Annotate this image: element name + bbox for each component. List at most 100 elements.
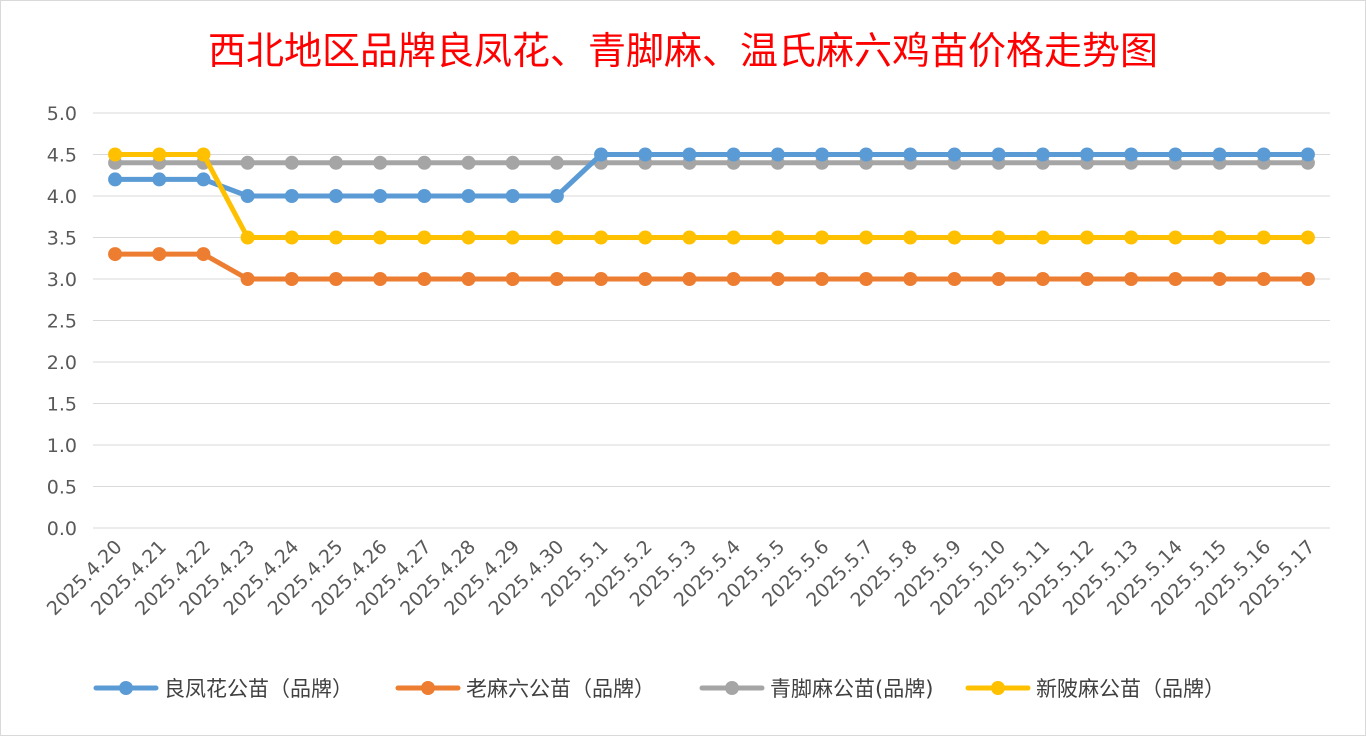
- data-point: [594, 272, 609, 286]
- legend-label: 老麻六公苗（品牌）: [466, 677, 655, 701]
- y-tick-label: 1.5: [47, 394, 77, 416]
- data-point: [903, 147, 918, 162]
- legend-label: 新陂麻公苗（品牌）: [1036, 677, 1225, 701]
- data-point: [1212, 230, 1227, 245]
- data-point: [1256, 147, 1271, 162]
- data-point: [726, 230, 741, 245]
- data-point: [770, 147, 785, 162]
- data-point: [505, 272, 520, 286]
- data-point: [152, 247, 167, 262]
- data-point: [1212, 147, 1227, 162]
- series-line: [112, 152, 1311, 240]
- legend-swatch-marker: [991, 681, 1005, 695]
- legend-item: 老麻六公苗（品牌）: [395, 677, 655, 701]
- data-point: [1168, 272, 1183, 286]
- data-point: [284, 189, 299, 203]
- legend-item: 良凤花公苗（品牌）: [93, 677, 353, 701]
- data-point: [903, 272, 918, 286]
- y-tick-label: 0.0: [47, 518, 77, 540]
- data-point: [505, 155, 520, 170]
- y-tick-label: 0.5: [47, 477, 77, 499]
- data-point: [240, 230, 255, 245]
- series-lines: [108, 147, 1315, 286]
- data-point: [461, 272, 476, 286]
- data-point: [682, 272, 697, 286]
- data-point: [991, 272, 1006, 286]
- data-point: [152, 172, 167, 187]
- legend: 良凤花公苗（品牌） 老麻六公苗（品牌） 青脚麻公苗(品牌) 新陂麻公苗（品牌）: [93, 677, 1225, 701]
- data-point: [594, 147, 609, 162]
- legend-label: 良凤花公苗（品牌）: [164, 677, 353, 701]
- data-point: [373, 189, 388, 203]
- data-point: [461, 230, 476, 245]
- data-point: [328, 230, 343, 245]
- data-point: [1212, 272, 1227, 286]
- data-point: [549, 272, 564, 286]
- data-point: [108, 247, 123, 262]
- data-point: [373, 155, 388, 170]
- y-tick-label: 1.0: [47, 435, 77, 457]
- data-point: [1124, 147, 1139, 162]
- y-tick-label: 5.0: [47, 103, 77, 125]
- data-point: [814, 147, 829, 162]
- data-point: [549, 230, 564, 245]
- data-point: [903, 230, 918, 245]
- data-point: [373, 272, 388, 286]
- y-tick-label: 4.5: [47, 145, 77, 167]
- data-point: [947, 230, 962, 245]
- y-tick-label: 3.5: [47, 228, 77, 250]
- legend-item: 青脚麻公苗(品牌): [699, 677, 933, 701]
- legend-swatch-marker: [421, 681, 435, 695]
- data-point: [284, 272, 299, 286]
- series-0: [108, 147, 1315, 203]
- data-point: [1080, 272, 1095, 286]
- y-tick-label: 3.0: [47, 269, 77, 291]
- data-point: [638, 272, 653, 286]
- legend-swatch-marker: [725, 681, 739, 695]
- data-point: [770, 230, 785, 245]
- data-point: [461, 189, 476, 203]
- data-point: [594, 230, 609, 245]
- data-point: [240, 272, 255, 286]
- data-point: [991, 230, 1006, 245]
- legend-item: 新陂麻公苗（品牌）: [965, 677, 1225, 701]
- legend-swatch-marker: [119, 681, 133, 695]
- legend-label: 青脚麻公苗(品牌): [770, 677, 933, 701]
- data-point: [814, 272, 829, 286]
- y-tick-label: 4.0: [47, 186, 77, 208]
- data-point: [770, 272, 785, 286]
- data-point: [682, 147, 697, 162]
- series-line: [112, 152, 1311, 199]
- data-point: [549, 155, 564, 170]
- data-point: [152, 147, 167, 162]
- data-point: [726, 272, 741, 286]
- data-point: [417, 272, 432, 286]
- data-point: [859, 147, 874, 162]
- data-point: [991, 147, 1006, 162]
- data-point: [196, 172, 211, 187]
- data-point: [1168, 230, 1183, 245]
- data-point: [814, 230, 829, 245]
- data-point: [1035, 147, 1050, 162]
- chart-title: 西北地区品牌良凤花、青脚麻、温氏麻六鸡苗价格走势图: [208, 29, 1158, 73]
- data-point: [108, 147, 123, 162]
- data-point: [682, 230, 697, 245]
- data-point: [196, 147, 211, 162]
- data-point: [328, 189, 343, 203]
- y-axis-tick-labels: 0.0 0.5 1.0 1.5 2.0 2.5 3.0 3.5 4.0 4.5 5.0: [47, 103, 77, 540]
- data-point: [1300, 230, 1315, 245]
- series-line: [112, 251, 1311, 282]
- data-point: [417, 155, 432, 170]
- data-point: [417, 230, 432, 245]
- data-point: [1124, 272, 1139, 286]
- data-point: [240, 189, 255, 203]
- data-point: [859, 230, 874, 245]
- data-point: [1168, 147, 1183, 162]
- data-point: [461, 155, 476, 170]
- data-point: [417, 189, 432, 203]
- data-point: [505, 230, 520, 245]
- data-point: [1035, 272, 1050, 286]
- data-point: [859, 272, 874, 286]
